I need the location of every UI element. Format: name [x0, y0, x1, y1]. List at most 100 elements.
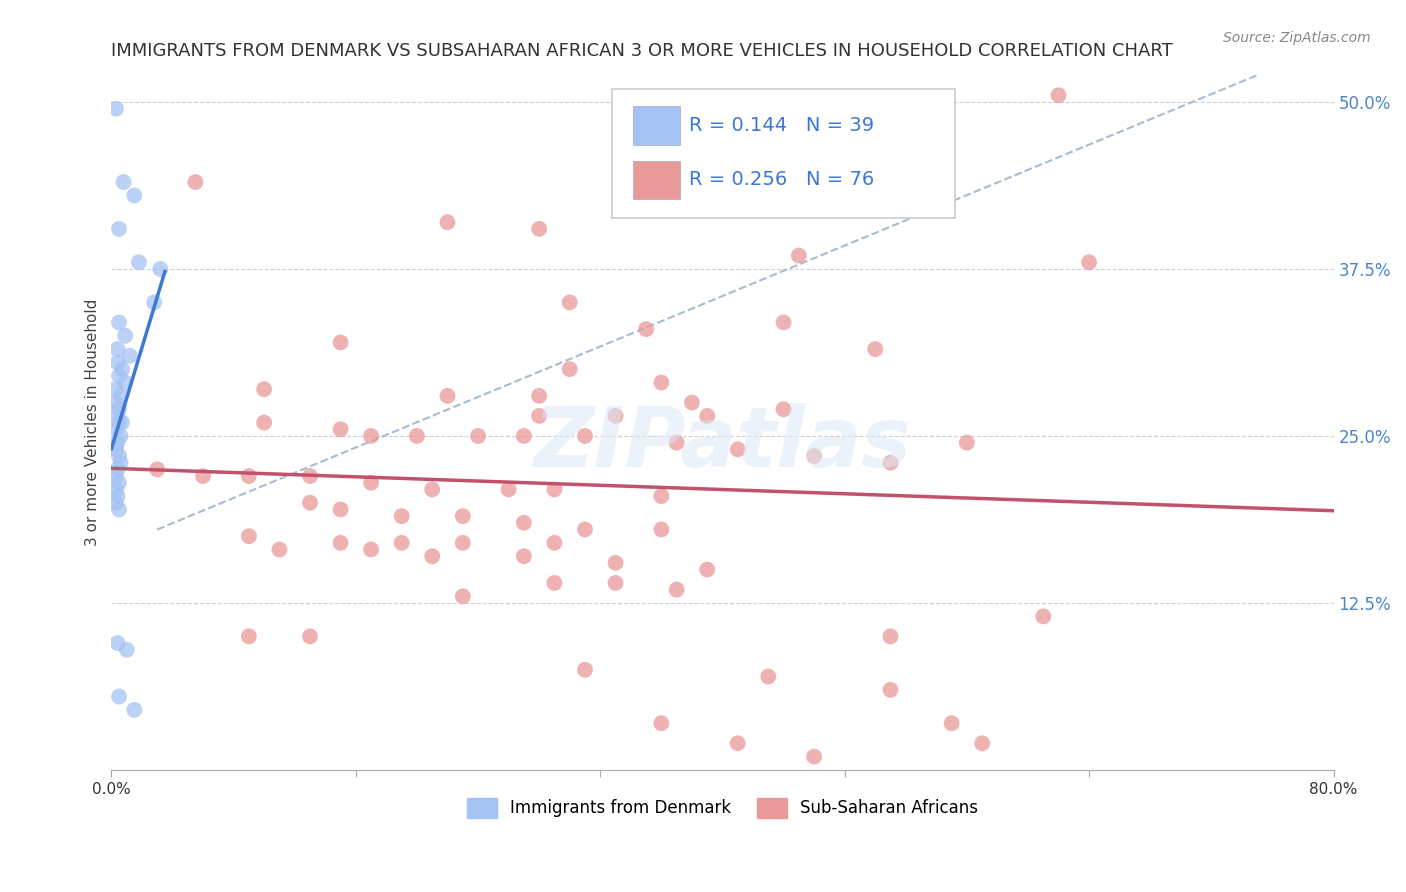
Point — [696, 563, 718, 577]
Point — [574, 523, 596, 537]
Point — [111, 362, 134, 376]
Point — [467, 429, 489, 443]
Point — [513, 516, 536, 530]
Text: IMMIGRANTS FROM DENMARK VS SUBSAHARAN AFRICAN 3 OR MORE VEHICLES IN HOUSEHOLD CO: IMMIGRANTS FROM DENMARK VS SUBSAHARAN AF… — [111, 42, 1173, 60]
Y-axis label: 3 or more Vehicles in Household: 3 or more Vehicles in Household — [86, 299, 100, 546]
Point — [956, 435, 979, 450]
Point — [650, 376, 672, 390]
Point — [107, 462, 129, 476]
FancyBboxPatch shape — [633, 161, 679, 199]
Point — [574, 663, 596, 677]
Point — [772, 315, 794, 329]
Point — [696, 409, 718, 423]
Point — [391, 509, 413, 524]
Point — [605, 576, 627, 591]
Point — [406, 429, 429, 443]
Point — [110, 389, 132, 403]
Point — [1078, 255, 1101, 269]
Point — [498, 483, 520, 497]
Point — [665, 435, 688, 450]
Point — [108, 315, 131, 329]
Point — [558, 295, 581, 310]
Point — [513, 429, 536, 443]
Point — [108, 502, 131, 516]
Legend: Immigrants from Denmark, Sub-Saharan Africans: Immigrants from Denmark, Sub-Saharan Afr… — [460, 791, 984, 824]
Point — [527, 222, 550, 236]
Point — [104, 442, 127, 457]
Point — [253, 382, 276, 396]
FancyBboxPatch shape — [633, 106, 679, 145]
Point — [108, 475, 131, 490]
Point — [391, 536, 413, 550]
Point — [110, 429, 132, 443]
Point — [879, 629, 901, 643]
Point — [114, 328, 136, 343]
Point — [527, 409, 550, 423]
Point — [107, 435, 129, 450]
Point — [107, 636, 129, 650]
Point — [298, 469, 321, 483]
Point — [124, 188, 146, 202]
Point — [420, 483, 443, 497]
Point — [756, 669, 779, 683]
Point — [543, 536, 565, 550]
Point — [543, 483, 565, 497]
Point — [727, 736, 749, 750]
Point — [108, 690, 131, 704]
Point — [787, 249, 810, 263]
Point — [238, 529, 260, 543]
Point — [605, 409, 627, 423]
Point — [803, 449, 825, 463]
Point — [1032, 609, 1054, 624]
Point — [527, 389, 550, 403]
Point — [329, 422, 352, 436]
Point — [360, 475, 382, 490]
Point — [238, 469, 260, 483]
Point — [107, 355, 129, 369]
Point — [298, 496, 321, 510]
Point — [543, 576, 565, 591]
Point — [329, 335, 352, 350]
Point — [143, 295, 166, 310]
Point — [269, 542, 291, 557]
Point — [360, 542, 382, 557]
Point — [451, 509, 474, 524]
Point — [1047, 88, 1070, 103]
Point — [420, 549, 443, 564]
Point — [360, 429, 382, 443]
Point — [107, 409, 129, 423]
Point — [107, 342, 129, 356]
Point — [574, 429, 596, 443]
Point — [108, 402, 131, 417]
Point — [863, 342, 886, 356]
Point — [727, 442, 749, 457]
Text: ZIPatlas: ZIPatlas — [533, 403, 911, 484]
Point — [605, 556, 627, 570]
Text: Source: ZipAtlas.com: Source: ZipAtlas.com — [1223, 31, 1371, 45]
Point — [253, 416, 276, 430]
Point — [803, 749, 825, 764]
Point — [108, 416, 131, 430]
Text: R = 0.256   N = 76: R = 0.256 N = 76 — [689, 169, 875, 189]
Point — [436, 389, 458, 403]
Point — [636, 322, 658, 336]
Point — [146, 462, 169, 476]
Point — [110, 456, 132, 470]
Point — [111, 416, 134, 430]
Point — [104, 469, 127, 483]
Point — [972, 736, 994, 750]
Point — [107, 489, 129, 503]
Point — [112, 175, 135, 189]
Point — [879, 456, 901, 470]
Point — [104, 382, 127, 396]
Point — [108, 368, 131, 383]
Point — [681, 395, 703, 409]
Point — [941, 716, 963, 731]
Point — [104, 102, 127, 116]
Point — [436, 215, 458, 229]
Point — [650, 523, 672, 537]
Point — [879, 682, 901, 697]
Point — [238, 629, 260, 643]
Point — [184, 175, 207, 189]
Point — [451, 536, 474, 550]
